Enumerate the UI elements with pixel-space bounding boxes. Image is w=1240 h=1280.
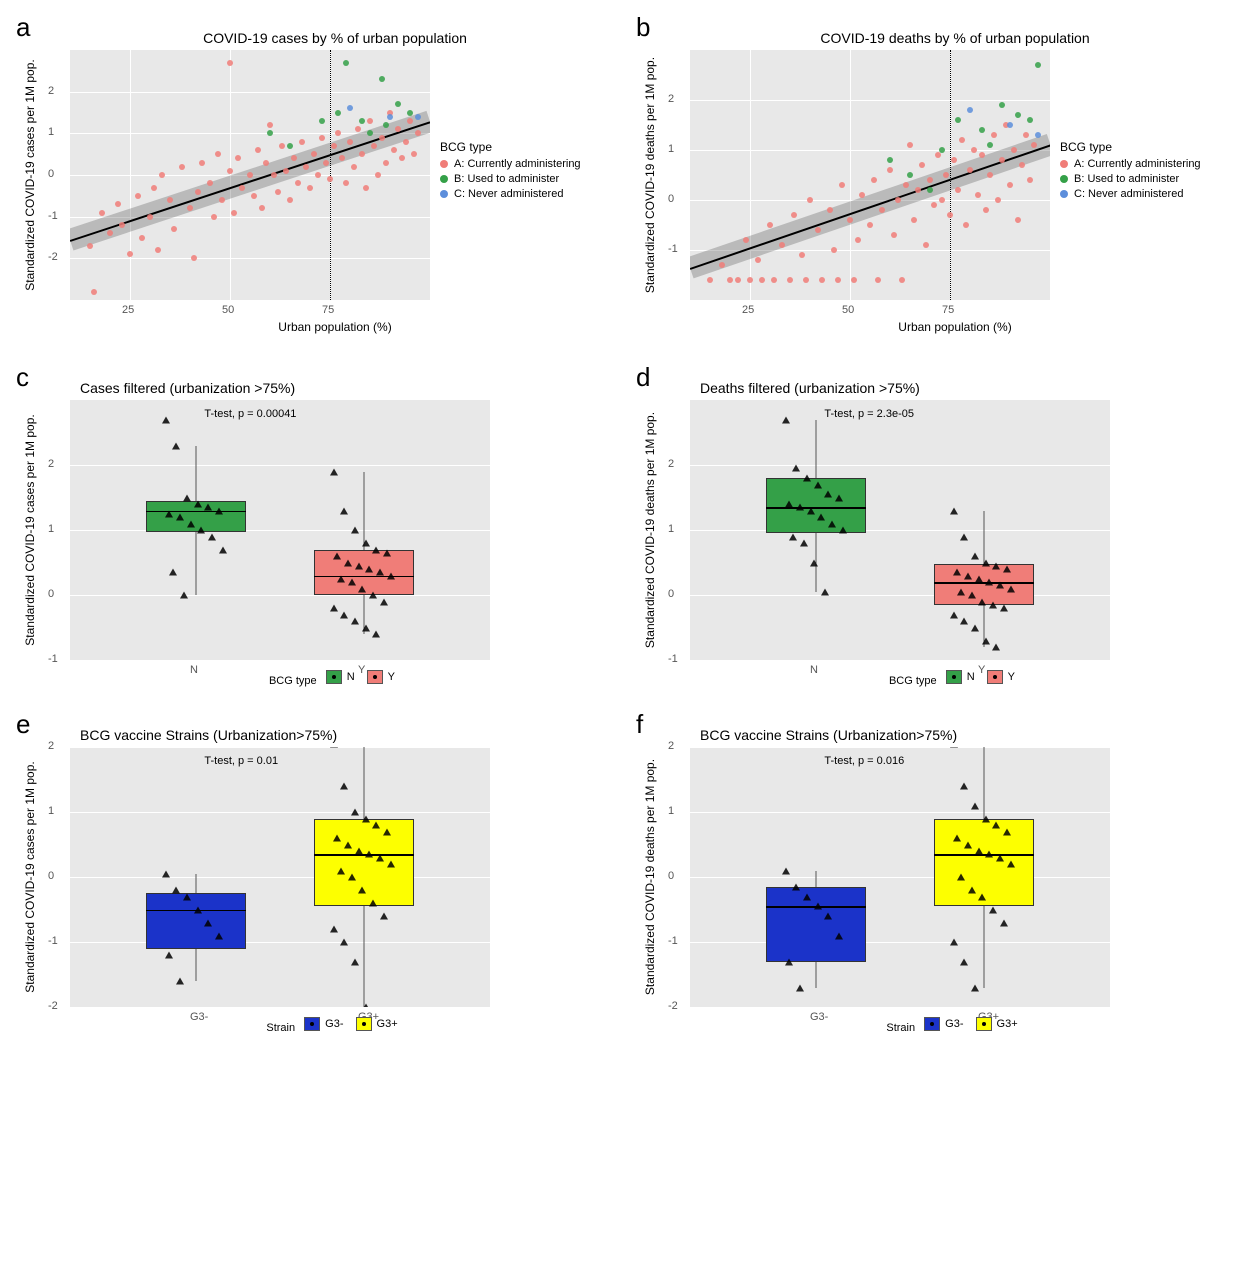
panel-f-plot: T-test, p = 0.016 Standardized COVID-19 … [690,747,1220,1007]
panel-b-title: COVID-19 deaths by % of urban population [690,30,1220,46]
panel-label-c: c [16,362,29,393]
panel-a-ylabel: Standardized COVID-19 cases per 1M pop. [23,59,37,290]
panel-a-title: COVID-19 cases by % of urban population [70,30,600,46]
panel-f-legend: Strain G3-G3+ [690,1017,1220,1034]
panel-b-legend: BCG type A: Currently administeringB: Us… [1060,140,1201,203]
panel-c-plot: T-test, p = 0.00041 Standardized COVID-1… [70,400,600,660]
panel-a-legend: BCG type A: Currently administeringB: Us… [440,140,581,203]
panel-a-xlabel: Urban population (%) [278,320,391,334]
panel-b: b COVID-19 deaths by % of urban populati… [640,20,1220,340]
panel-label-e: e [16,709,30,740]
figure-grid: a COVID-19 cases by % of urban populatio… [20,20,1220,1034]
panel-c: c Cases filtered (urbanization >75%) T-t… [20,370,600,687]
panel-label-a: a [16,12,30,43]
panel-b-xlabel: Urban population (%) [898,320,1011,334]
panel-e-ylabel: Standardized COVID-19 cases per 1M pop. [23,761,37,992]
panel-a: a COVID-19 cases by % of urban populatio… [20,20,600,340]
panel-f-title: BCG vaccine Strains (Urbanization>75%) [700,727,1220,743]
panel-d: d Deaths filtered (urbanization >75%) T-… [640,370,1220,687]
panel-label-d: d [636,362,650,393]
panel-d-legend: BCG type NY [690,670,1220,687]
panel-e: e BCG vaccine Strains (Urbanization>75%)… [20,717,600,1034]
panel-c-legend: BCG type NY [70,670,600,687]
panel-d-title: Deaths filtered (urbanization >75%) [700,380,1220,396]
panel-label-f: f [636,709,643,740]
panel-d-plot: T-test, p = 2.3e-05 Standardized COVID-1… [690,400,1220,660]
panel-d-ylabel: Standardized COVID-19 deaths per 1M pop. [643,412,657,648]
panel-f: f BCG vaccine Strains (Urbanization>75%)… [640,717,1220,1034]
panel-e-legend: Strain G3-G3+ [70,1017,600,1034]
panel-b-ylabel: Standardized COVID-19 deaths per 1M pop. [643,57,657,293]
panel-c-ylabel: Standardized COVID-19 cases per 1M pop. [23,414,37,645]
panel-c-title: Cases filtered (urbanization >75%) [80,380,600,396]
panel-a-plot: 255075 Standardized COVID-19 cases per 1… [70,50,600,300]
panel-label-b: b [636,12,650,43]
panel-b-plot: 255075 Standardized COVID-19 deaths per … [690,50,1220,300]
panel-e-plot: T-test, p = 0.01 Standardized COVID-19 c… [70,747,600,1007]
panel-e-title: BCG vaccine Strains (Urbanization>75%) [80,727,600,743]
panel-f-ylabel: Standardized COVID-19 deaths per 1M pop. [643,759,657,995]
